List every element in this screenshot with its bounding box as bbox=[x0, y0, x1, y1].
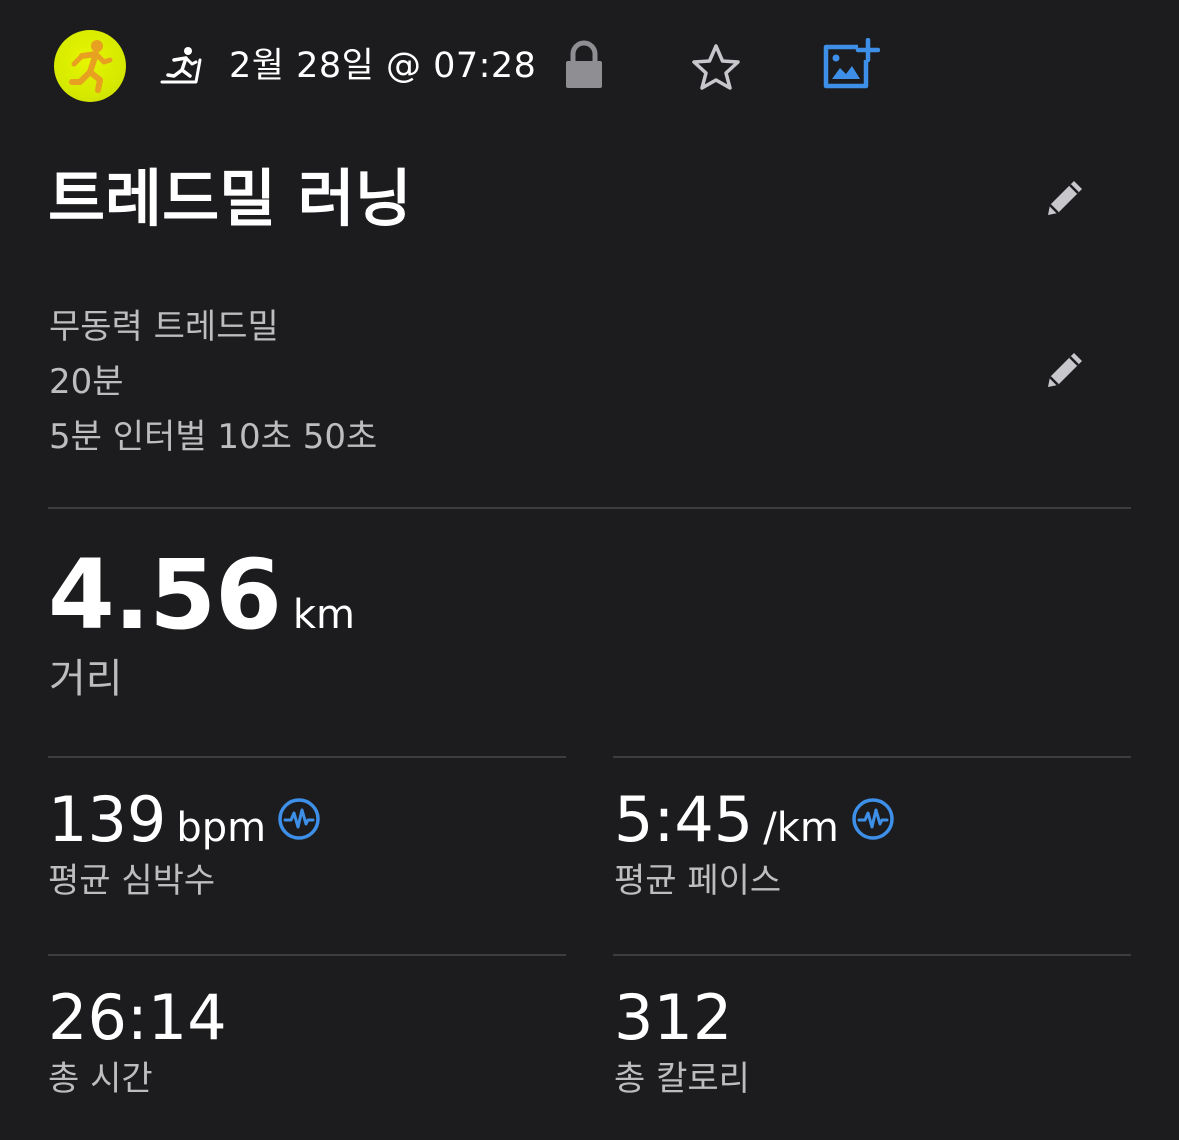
runner-icon bbox=[69, 40, 113, 93]
note-line: 무동력 트레드밀 bbox=[49, 307, 279, 347]
avg-heart-rate-unit: bpm bbox=[176, 805, 267, 851]
activity-title: 트레드밀 러닝 bbox=[48, 162, 412, 235]
total-calories-value: 312 bbox=[614, 984, 732, 1068]
avg-pace-label: 평균 페이스 bbox=[614, 861, 782, 901]
avg-heart-rate-number: 139 bbox=[48, 783, 167, 856]
divider bbox=[613, 954, 1131, 956]
avatar[interactable] bbox=[54, 30, 126, 102]
avg-pace-value: 5:45/km bbox=[614, 786, 839, 870]
divider bbox=[613, 756, 1131, 758]
distance-number: 4.56 bbox=[48, 539, 282, 651]
total-calories-number: 312 bbox=[614, 981, 733, 1054]
avg-heart-rate-label: 평균 심박수 bbox=[48, 861, 216, 901]
activity-notes: 무동력 트레드밀 20분 5분 인터벌 10초 50초 bbox=[49, 300, 377, 465]
distance-label: 거리 bbox=[49, 656, 123, 702]
lock-icon[interactable] bbox=[563, 40, 605, 90]
activity-date: 2월 28일 @ 07:28 bbox=[229, 46, 537, 86]
distance-value: 4.56 km bbox=[48, 540, 355, 650]
add-photo-icon[interactable] bbox=[822, 38, 880, 90]
divider bbox=[48, 756, 566, 758]
heart-rate-badge-icon[interactable] bbox=[277, 797, 321, 841]
total-calories-label: 총 칼로리 bbox=[614, 1059, 750, 1099]
edit-notes-icon[interactable] bbox=[1040, 347, 1088, 393]
total-time-value: 26:14 bbox=[48, 984, 227, 1068]
avg-pace-unit: /km bbox=[763, 805, 839, 851]
avg-pace-number: 5:45 bbox=[614, 783, 754, 856]
star-icon[interactable] bbox=[690, 43, 742, 91]
note-line: 5분 인터벌 10초 50초 bbox=[49, 417, 378, 457]
treadmill-icon bbox=[160, 47, 202, 84]
distance-unit: km bbox=[292, 592, 355, 638]
divider bbox=[48, 954, 566, 956]
pace-badge-icon[interactable] bbox=[851, 797, 895, 841]
total-time-label: 총 시간 bbox=[48, 1059, 153, 1099]
edit-title-icon[interactable] bbox=[1040, 175, 1088, 221]
note-line: 20분 bbox=[49, 362, 124, 402]
avg-heart-rate-value: 139 bpm bbox=[48, 786, 266, 870]
divider bbox=[48, 507, 1131, 509]
total-time-number: 26:14 bbox=[48, 981, 227, 1054]
